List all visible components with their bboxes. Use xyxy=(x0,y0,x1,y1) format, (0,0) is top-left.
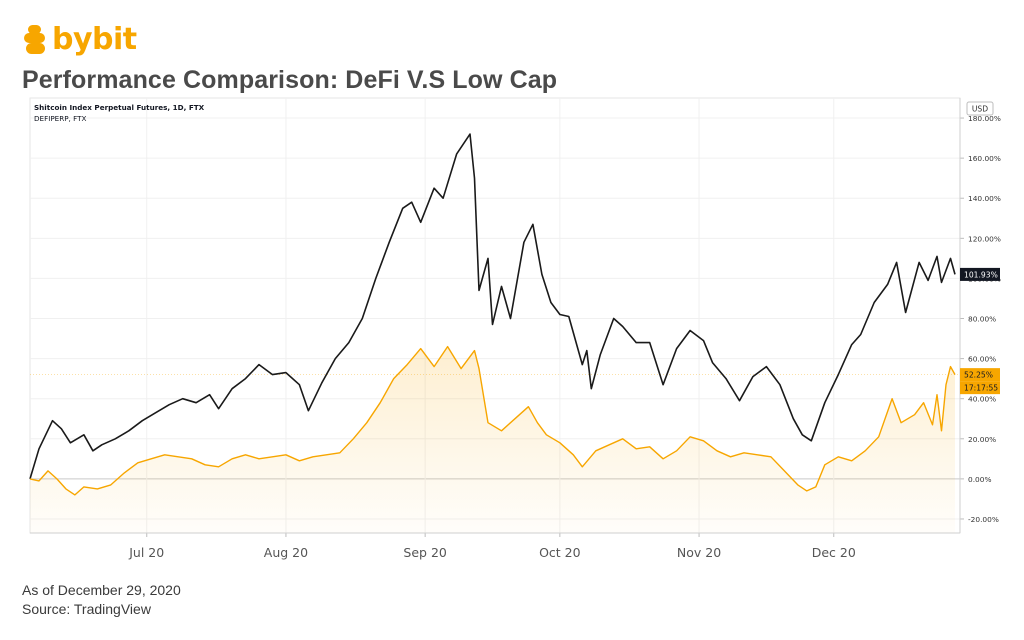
legend-series-2: DEFIPERP, FTX xyxy=(34,114,87,123)
y-tick-label: 120.00% xyxy=(968,234,1001,243)
chart-grid xyxy=(29,97,961,534)
defiperp-countdown-label: 17:17:55 xyxy=(964,384,998,393)
y-tick-label: 0.00% xyxy=(968,475,991,484)
series-fills xyxy=(30,346,960,533)
performance-chart: 180.00%160.00%140.00%120.00%100.00%80.00… xyxy=(29,97,1001,561)
footer: As of December 29, 2020 Source: TradingV… xyxy=(22,581,181,619)
shitcoin-index-line xyxy=(29,133,956,480)
x-tick-label: Oct 20 xyxy=(539,545,581,560)
legend-series-1: Shitcoin Index Perpetual Futures, 1D, FT… xyxy=(34,103,205,112)
series-lines xyxy=(29,133,956,496)
page-title: Performance Comparison: DeFi V.S Low Cap xyxy=(22,66,558,94)
source-note: Source: TradingView xyxy=(22,601,151,617)
x-tick-label: Dec 20 xyxy=(812,545,856,560)
x-tick-label: Aug 20 xyxy=(264,545,308,560)
chart-labels: 180.00%160.00%140.00%120.00%100.00%80.00… xyxy=(128,105,1001,561)
chart-legend: Shitcoin Index Perpetual Futures, 1D, FT… xyxy=(34,103,205,123)
y-tick-label: 140.00% xyxy=(968,194,1001,203)
defiperp-countdown-tag xyxy=(960,381,1000,395)
y-tick-label: 180.00% xyxy=(968,114,1001,123)
chart-area: 180.00%160.00%140.00%120.00%100.00%80.00… xyxy=(0,96,1024,576)
shitcoin-last-value-tag xyxy=(960,267,1000,281)
as-of-date: As of December 29, 2020 xyxy=(22,582,181,598)
y-tick-label: 20.00% xyxy=(968,435,996,444)
currency-label: USD xyxy=(972,105,988,114)
defiperp-area-fill xyxy=(30,346,955,533)
x-tick-label: Jul 20 xyxy=(128,545,164,560)
y-tick-label: -20.00% xyxy=(968,515,999,524)
brand-name: bybit xyxy=(52,22,137,57)
y-tick-label: 40.00% xyxy=(968,395,996,404)
chart-axes xyxy=(30,98,994,537)
shitcoin-last-value-label: 101.93% xyxy=(964,270,998,279)
bybit-logo: bybit xyxy=(22,20,137,60)
defiperp-last-value-tag xyxy=(960,368,1000,382)
bybit-logo-icon xyxy=(24,25,45,54)
y-tick-label: 160.00% xyxy=(968,154,1001,163)
y-tick-label: 60.00% xyxy=(968,355,996,364)
x-tick-label: Nov 20 xyxy=(677,545,721,560)
defiperp-last-value-label: 52.25% xyxy=(964,371,993,380)
y-tick-label: 80.00% xyxy=(968,315,996,324)
x-tick-label: Sep 20 xyxy=(403,545,446,560)
defiperp-line xyxy=(29,345,956,496)
currency-box xyxy=(966,101,994,116)
